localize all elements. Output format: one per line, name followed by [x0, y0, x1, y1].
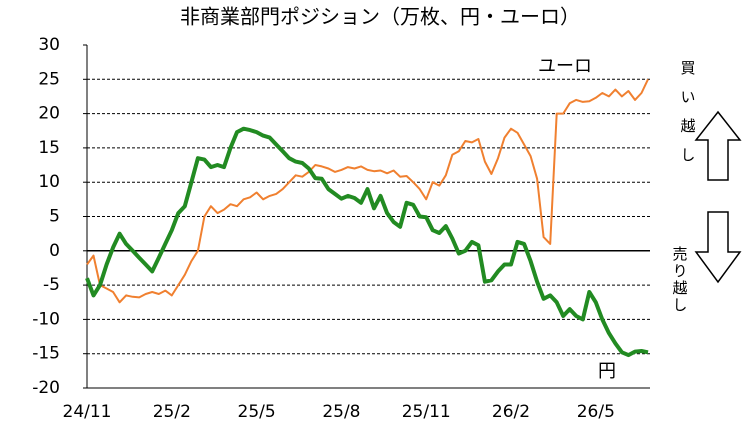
y-tick-label: 5: [49, 207, 60, 227]
chart-title: 非商業部門ポジション（万枚、円・ユーロ）: [180, 5, 580, 29]
y-tick-label: 30: [38, 35, 60, 55]
down-arrow: [694, 211, 742, 284]
up-arrow: [694, 110, 742, 181]
y-tick-label: -10: [32, 309, 60, 329]
series-label: 円: [598, 361, 616, 382]
y-tick-label: 0: [49, 241, 60, 261]
y-tick-label: -5: [43, 275, 60, 295]
x-tick-label: 24/11: [63, 402, 112, 422]
x-tick-label: 26/2: [492, 402, 530, 422]
y-tick-label: 15: [38, 138, 60, 158]
y-tick-label: 25: [38, 69, 60, 89]
y-tick-label: 10: [38, 172, 60, 192]
series-line: [86, 78, 649, 304]
series-line: [85, 126, 649, 358]
x-tick-label: 25/11: [402, 402, 451, 422]
y-tick-label: -20: [32, 378, 60, 398]
x-tick-label: 25/2: [153, 402, 191, 422]
short-label: 売り越し: [671, 246, 689, 314]
series-label: ユーロ: [538, 56, 592, 77]
long-label: 買い越し: [679, 60, 697, 176]
x-tick-label: 25/8: [322, 402, 360, 422]
x-tick-label: 26/5: [577, 402, 615, 422]
y-tick-label: -15: [32, 344, 60, 364]
x-tick-label: 25/5: [238, 402, 276, 422]
y-tick-label: 20: [38, 104, 60, 124]
